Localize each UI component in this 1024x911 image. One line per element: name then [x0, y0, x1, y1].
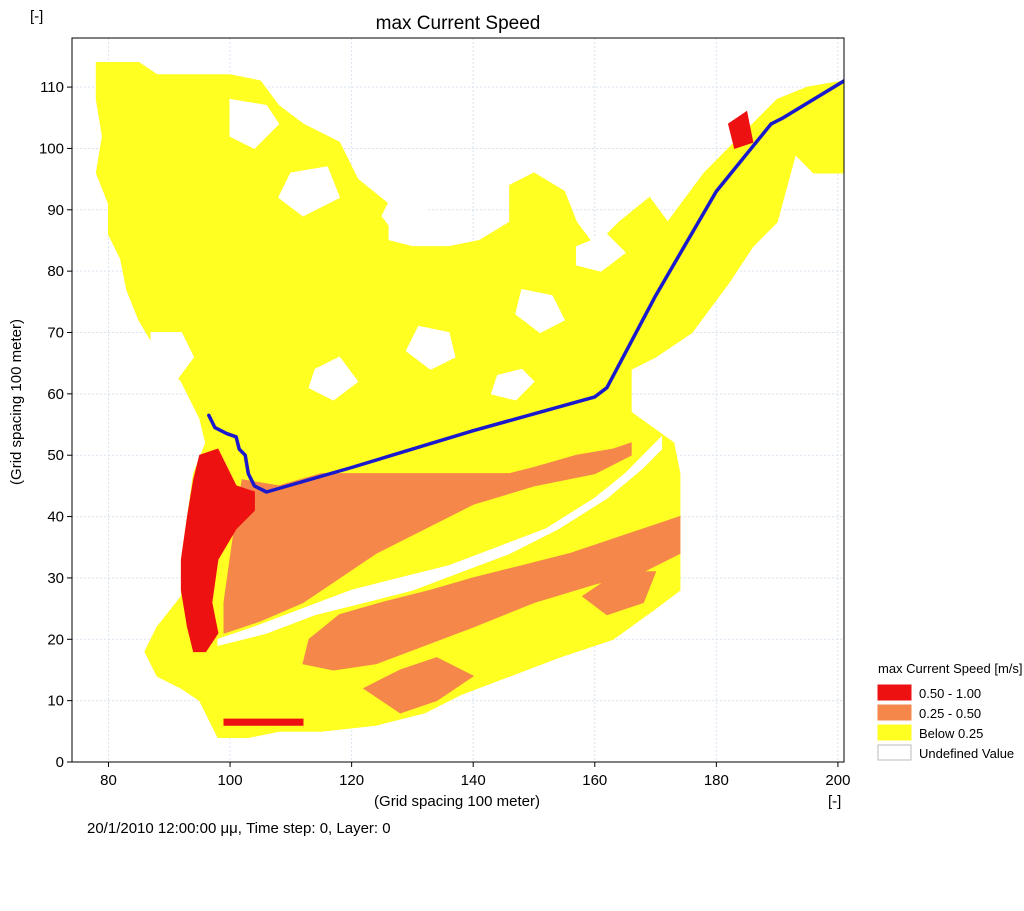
speed-regions	[95, 62, 844, 738]
y-tick-label: 10	[47, 693, 64, 710]
y-tick-label: 100	[39, 140, 64, 157]
x-tick-label: 200	[825, 772, 850, 789]
x-tick-label: 100	[218, 772, 243, 789]
y-tick-label: 30	[47, 570, 64, 587]
legend-label: Undefined Value	[919, 746, 1014, 761]
region-0-25-0-50	[223, 442, 632, 634]
y-axis-title: (Grid spacing 100 meter)	[8, 319, 25, 485]
y-tick-label: 0	[56, 754, 64, 771]
legend-label: Below 0.25	[919, 726, 983, 741]
x-axis-title: (Grid spacing 100 meter)	[374, 793, 540, 810]
y-tick-label: 20	[47, 631, 64, 648]
x-tick-label: 120	[339, 772, 364, 789]
y-tick-label: 60	[47, 386, 64, 403]
status-line: 20/1/2010 12:00:00 μμ, Time step: 0, Lay…	[87, 820, 391, 837]
plot-frame	[71, 37, 845, 763]
y-tick-label: 80	[47, 263, 64, 280]
x-unit-label: [-]	[828, 793, 841, 810]
legend-title: max Current Speed [m/s]	[878, 661, 1023, 676]
region-0-25-0-50	[362, 657, 475, 714]
channel-gap	[217, 435, 663, 647]
legend-swatch	[877, 724, 912, 741]
legend-swatch	[877, 744, 912, 761]
route-line	[207, 79, 844, 494]
undefined-hole	[490, 368, 535, 401]
chart-title: max Current Speed	[376, 13, 541, 34]
region-0-25-0-50	[302, 515, 681, 671]
region-0-50-1-00	[223, 718, 304, 726]
y-unit-label: [-]	[30, 8, 43, 25]
legend-swatch	[877, 704, 912, 721]
undefined-hole	[576, 233, 626, 272]
x-tick-label: 140	[461, 772, 486, 789]
legend: max Current Speed [m/s] 0.50 - 1.00 0.25 …	[877, 661, 1023, 761]
y-tick-label: 110	[40, 79, 64, 96]
region-0-50-1-00	[180, 448, 255, 653]
x-tick-label: 180	[704, 772, 729, 789]
region-0-50-1-00	[727, 110, 754, 150]
region-0-25-0-50	[581, 571, 657, 616]
route-polyline	[207, 79, 844, 494]
undefined-hole	[150, 332, 195, 383]
undefined-hole	[515, 289, 566, 334]
y-tick-label: 90	[47, 202, 64, 219]
axis-ticks: 80 100 120 140 160 180 200 0 10 20 30 40 50 60 70 80 90 1…	[39, 79, 850, 789]
undefined-hole	[278, 166, 341, 217]
undefined-hole	[381, 190, 432, 242]
legend-label: 0.50 - 1.00	[919, 686, 981, 701]
legend-label: 0.25 - 0.50	[919, 706, 981, 721]
legend-swatch	[877, 684, 912, 701]
x-tick-label: 160	[582, 772, 607, 789]
undefined-hole	[229, 98, 280, 150]
y-tick-label: 40	[47, 509, 64, 526]
y-tick-label: 70	[47, 325, 64, 342]
undefined-hole	[405, 325, 456, 370]
undefined-hole	[308, 356, 359, 401]
y-tick-label: 50	[47, 447, 64, 464]
x-tick-label: 80	[100, 772, 117, 789]
